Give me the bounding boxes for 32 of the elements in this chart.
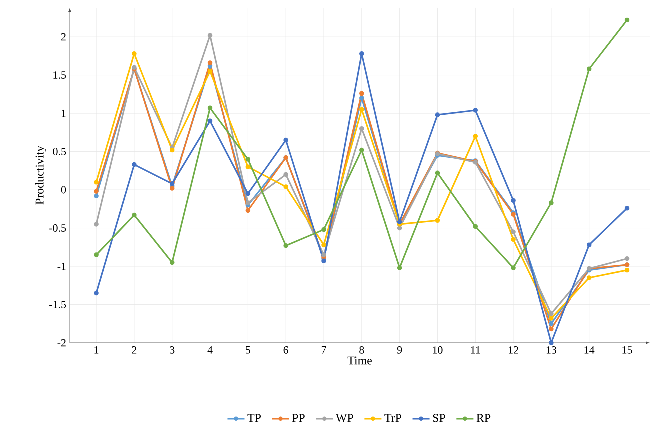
legend-label: WP: [336, 414, 354, 422]
y-tick-label: 1.5: [54, 72, 66, 79]
legend-label: SP: [433, 414, 446, 422]
x-tick-label: 6: [284, 346, 288, 354]
x-tick-label: 10: [433, 346, 443, 354]
x-tick-label: 14: [584, 346, 595, 354]
y-axis-title: Productivity: [35, 146, 46, 205]
y-tick-label: -1: [58, 262, 66, 270]
x-tick-label: 8: [360, 346, 364, 354]
y-tick-label: -1.5: [50, 301, 66, 308]
legend-label: RP: [476, 414, 491, 422]
y-tick-label: 0: [61, 186, 66, 194]
x-tick-label: 11: [471, 346, 480, 354]
x-tick-label: 12: [509, 346, 518, 354]
x-tick-label: 4: [208, 346, 213, 354]
legend-label: PP: [292, 414, 305, 422]
x-tick-label: 1: [94, 346, 99, 354]
x-tick-label: 13: [546, 346, 556, 354]
x-axis-title: Time: [348, 356, 372, 365]
legend-label: TrP: [384, 414, 402, 422]
y-tick-label: 0.5: [53, 148, 66, 156]
x-tick-label: 2: [132, 346, 137, 354]
x-tick-label: 9: [397, 346, 402, 354]
x-tick-label: 7: [322, 346, 326, 354]
y-tick-label: -0.5: [50, 224, 66, 232]
legend-label: TP: [248, 414, 262, 422]
x-tick-label: 3: [170, 346, 175, 354]
y-tick-label: 1: [62, 110, 66, 118]
y-tick-label: 2: [61, 33, 66, 41]
x-tick-label: 5: [246, 346, 250, 354]
x-tick-label: 15: [622, 346, 632, 354]
y-tick-label: -2: [58, 339, 66, 347]
